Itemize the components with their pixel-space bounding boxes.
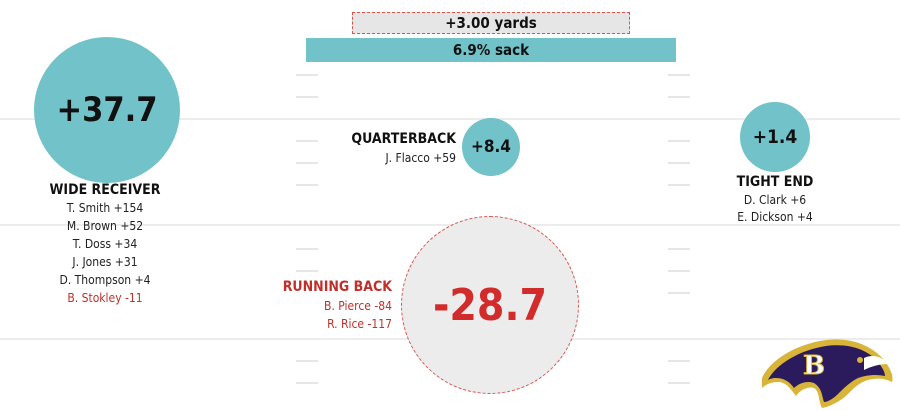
yards-bar: +3.00 yards [352,12,630,34]
player-stat: T. Smith +154 [66,201,144,215]
running-back-value: -28.7 [432,279,548,331]
tight-end-value: +1.4 [752,126,798,148]
running-back-title: RUNNING BACK [282,279,392,295]
hash-mark [668,360,690,362]
hash-mark [668,184,690,186]
logo-letter: B [803,351,825,381]
quarterback-circle: +8.4 [462,118,520,176]
player-stat: D. Thompson +4 [59,273,151,287]
hash-mark [668,248,690,250]
hash-mark [668,162,690,164]
player-stat-negative: R. Rice -117 [327,317,392,331]
running-back-circle: -28.7 [401,216,579,394]
hash-mark [668,382,690,384]
hash-mark [296,270,318,272]
player-stat-negative: B. Stokley -11 [67,291,143,305]
hash-mark [296,382,318,384]
sack-rate-bar: 6.9% sack [306,38,676,62]
hash-mark [668,96,690,98]
hash-mark [668,270,690,272]
player-stat: M. Brown +52 [66,219,144,233]
tight-end-title: TIGHT END [736,174,814,190]
yards-label: +3.00 yards [445,14,537,32]
player-stat: T. Doss +34 [72,237,138,251]
hash-mark [296,360,318,362]
hash-mark [296,184,318,186]
yard-line [0,118,900,120]
player-stat-negative: B. Pierce -84 [324,299,392,313]
hash-mark [296,162,318,164]
hash-mark [296,248,318,250]
hash-mark [296,140,318,142]
ravens-logo-icon: B [762,339,893,408]
hash-mark [296,96,318,98]
wide-receiver-value: +37.7 [56,90,158,130]
wide-receiver-title: WIDE RECEIVER [49,182,161,198]
hash-mark [296,74,318,76]
hash-mark [668,74,690,76]
tight-end-circle: +1.4 [740,102,810,172]
sack-label: 6.9% sack [452,41,530,59]
quarterback-value: +8.4 [471,137,511,157]
quarterback-title: QUARTERBACK [351,131,456,147]
player-stat: J. Jones +31 [72,255,138,269]
player-stat: D. Clark +6 [743,193,807,207]
player-stat: J. Flacco +59 [385,151,456,165]
hash-mark [668,292,690,294]
wide-receiver-circle: +37.7 [34,37,180,183]
player-stat: E. Dickson +4 [737,210,813,224]
hash-mark [668,140,690,142]
